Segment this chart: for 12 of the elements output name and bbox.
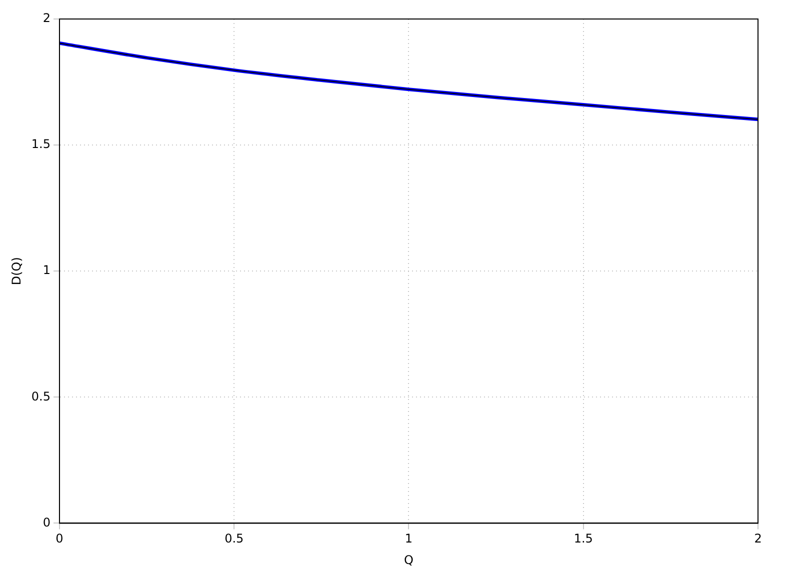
x-tick-label: 1.5: [574, 532, 593, 546]
y-tick-label: 1.5: [31, 137, 50, 152]
y-tick-label: 1: [42, 263, 50, 278]
x-tick-label: 0.5: [224, 532, 244, 546]
x-tick-label: 1: [404, 532, 413, 546]
x-tick-label: 2: [754, 532, 762, 546]
y-axis-title: D(Q): [9, 257, 24, 286]
y-tick-label: 0: [42, 515, 50, 530]
x-tick-label: 0: [56, 532, 64, 546]
y-tick-label: 0.5: [31, 389, 50, 404]
x-axis-title: Q: [404, 552, 414, 567]
y-tick-label: 2: [42, 11, 50, 26]
